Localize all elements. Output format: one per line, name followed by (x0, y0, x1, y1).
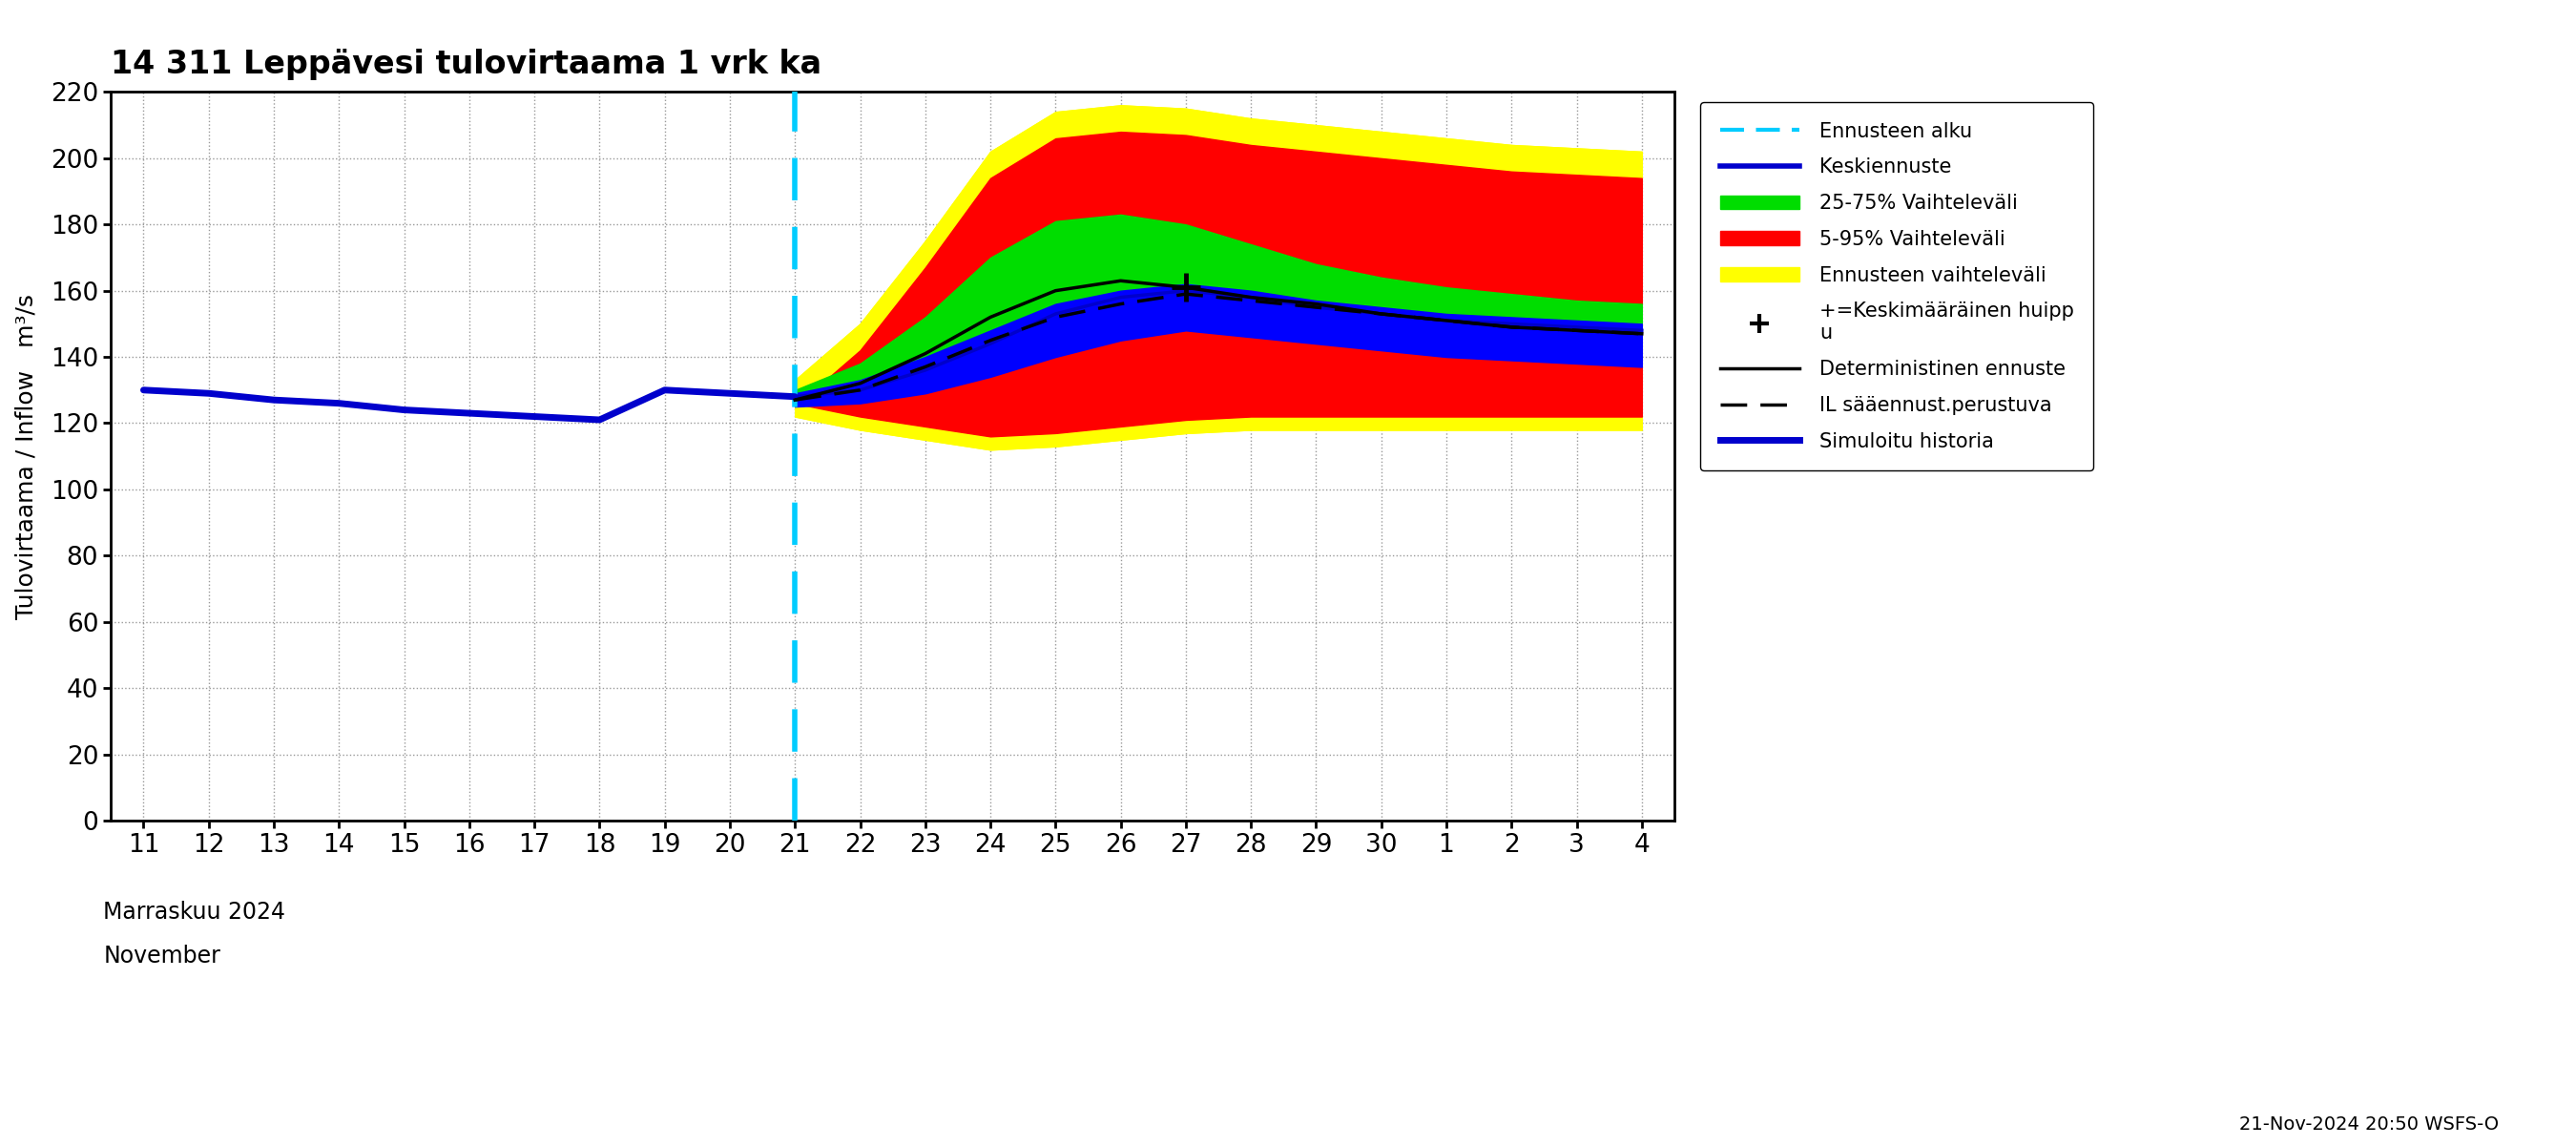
Legend: Ennusteen alku, Keskiennuste, 25-75% Vaihteleväli, 5-95% Vaihteleväli, Ennusteen: Ennusteen alku, Keskiennuste, 25-75% Vai… (1700, 102, 2094, 471)
Text: 14 311 Leppävesi tulovirtaama 1 vrk ka: 14 311 Leppävesi tulovirtaama 1 vrk ka (111, 48, 822, 80)
Text: November: November (103, 945, 222, 968)
Text: Marraskuu 2024: Marraskuu 2024 (103, 901, 286, 924)
Text: 21-Nov-2024 20:50 WSFS-O: 21-Nov-2024 20:50 WSFS-O (2239, 1115, 2499, 1134)
Y-axis label: Tulovirtaama / Inflow   m³/s: Tulovirtaama / Inflow m³/s (15, 293, 36, 619)
